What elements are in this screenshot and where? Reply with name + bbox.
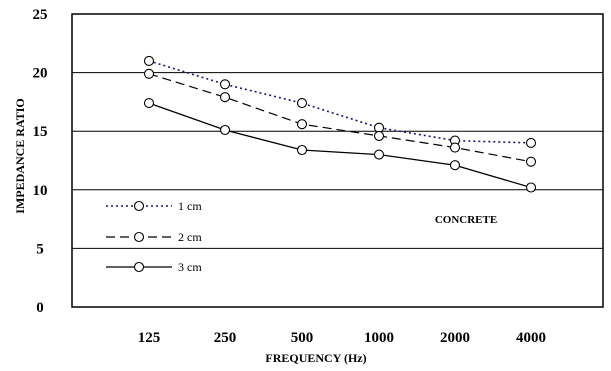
x-tick-labels: 125 250 500 1000 2000 4000 (138, 330, 546, 346)
series-3-cm (143, 98, 537, 193)
data-point (525, 137, 537, 148)
x-tick-label: 250 (214, 330, 237, 346)
data-point (219, 79, 231, 90)
x-tick-label: 1000 (364, 330, 394, 346)
plot-border (71, 13, 604, 308)
y-tick-label: 20 (33, 66, 48, 82)
x-tick-label: 4000 (516, 330, 546, 346)
x-tick-label: 125 (138, 330, 161, 346)
series-line (148, 102, 532, 189)
data-point (373, 122, 385, 133)
data-point (296, 98, 308, 109)
data-point (219, 124, 231, 136)
legend-label: 1 cm (178, 199, 202, 213)
data-point (143, 68, 155, 79)
plot-frame (71, 13, 604, 308)
data-point (449, 160, 461, 171)
legend-item: 2 cm (106, 230, 202, 244)
y-tick-label: 15 (33, 124, 48, 140)
x-axis-title: FREQUENCY (Hz) (265, 351, 366, 365)
data-point (296, 119, 308, 130)
data-point (373, 149, 385, 160)
series-1-cm (143, 55, 537, 148)
data-series (143, 55, 537, 193)
series-line (148, 73, 532, 163)
data-point (143, 98, 155, 109)
legend-marker (133, 261, 145, 273)
legend-item: 1 cm (106, 199, 202, 213)
legend-label: 3 cm (178, 260, 202, 274)
legend-marker (133, 231, 145, 243)
data-point (219, 92, 231, 103)
y-tick-label: 25 (33, 7, 48, 23)
y-tick-label: 0 (36, 300, 44, 316)
data-point (143, 55, 155, 66)
material-annotation: CONCRETE (435, 214, 497, 226)
legend-label: 2 cm (178, 230, 202, 244)
data-point (525, 182, 537, 193)
series-line (148, 60, 532, 144)
legend-item: 3 cm (106, 260, 202, 274)
data-point (449, 142, 461, 153)
y-tick-labels: 0 5 10 15 20 25 (33, 7, 48, 316)
data-point (373, 130, 385, 141)
legend: 1 cm 2 cm 3 cm (106, 199, 202, 274)
x-tick-label: 2000 (440, 330, 470, 346)
legend-marker (133, 200, 145, 212)
y-tick-label: 10 (33, 183, 48, 199)
y-axis-title: IMPEDANCE RATIO (13, 98, 27, 213)
y-tick-label: 5 (36, 241, 44, 257)
x-tick-label: 500 (291, 330, 314, 346)
data-point (296, 144, 308, 156)
data-point (525, 156, 537, 167)
series-2-cm (143, 68, 537, 167)
